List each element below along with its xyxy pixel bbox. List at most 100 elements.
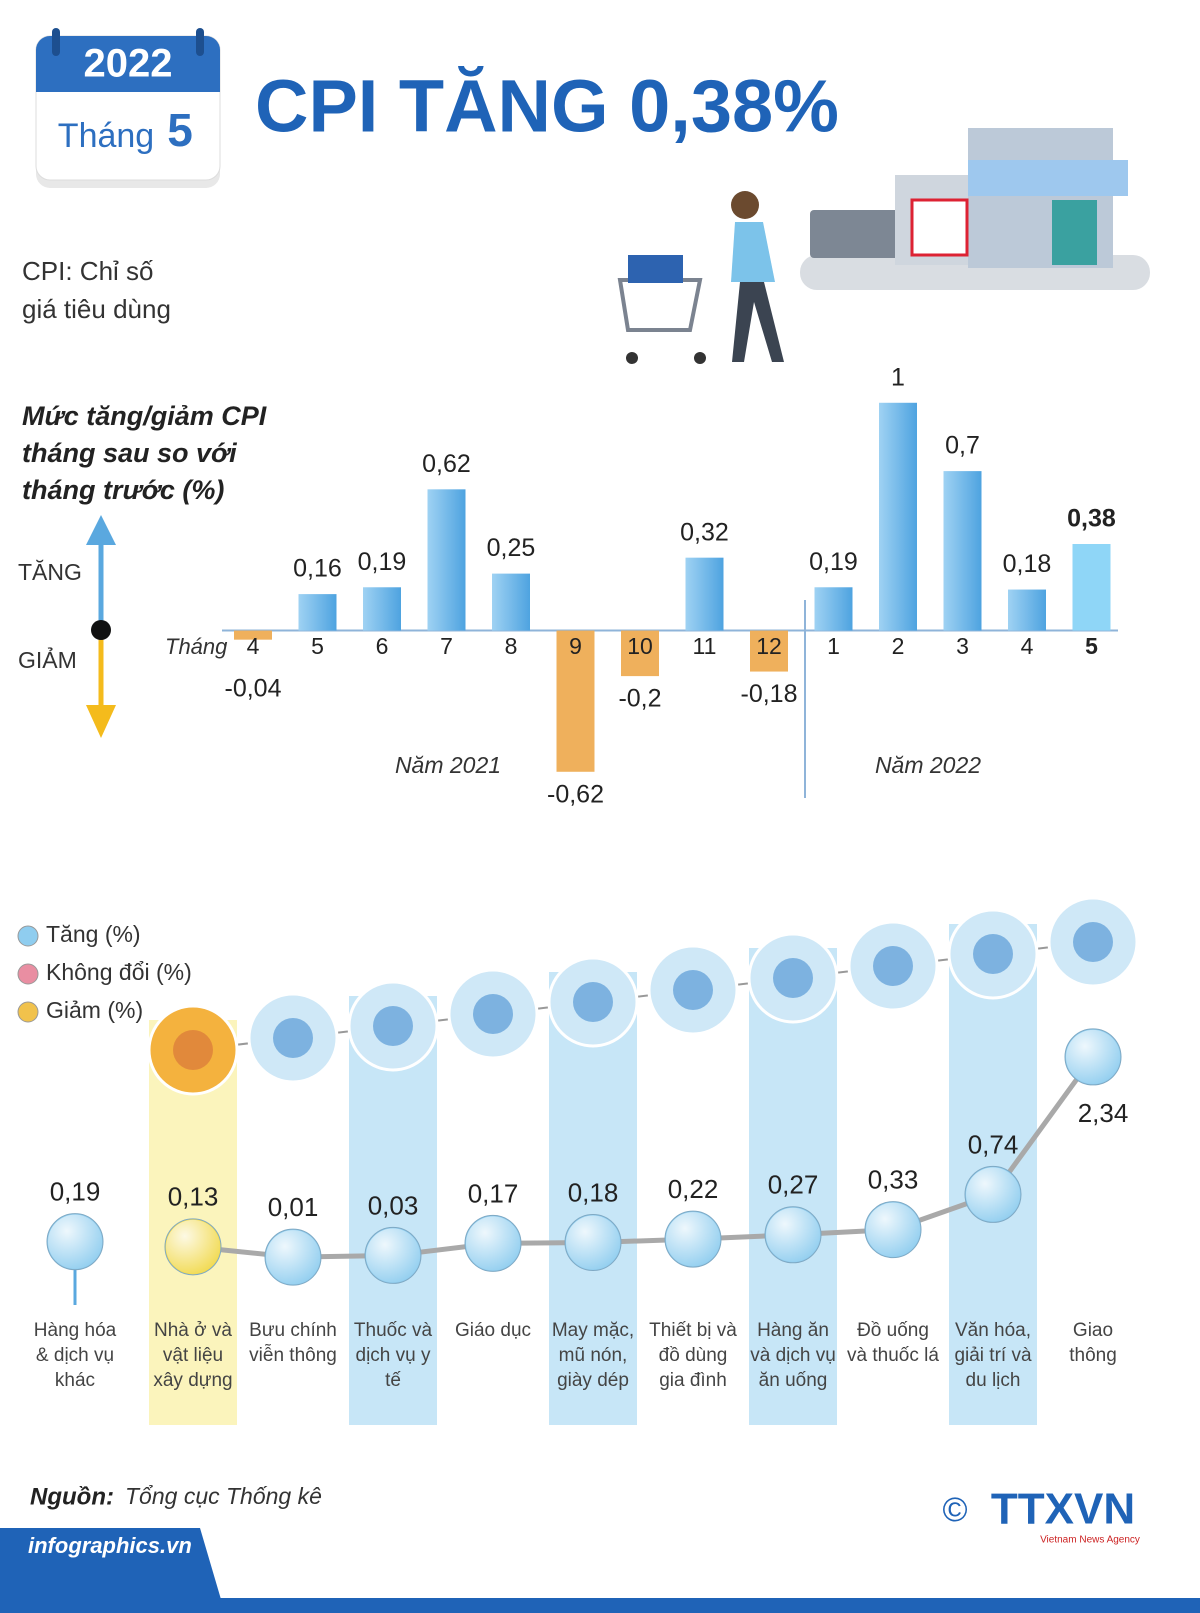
legend-marker	[17, 1001, 39, 1023]
agency-sub: Vietnam News Agency	[1040, 1535, 1140, 1546]
value-label: 0,74	[968, 1129, 1019, 1159]
point-shine	[366, 1228, 420, 1283]
value-label: 0,19	[50, 1177, 101, 1207]
calendar-band	[36, 36, 220, 92]
chart-title: Mức tăng/giảm CPI	[22, 401, 267, 431]
category-icon-inner	[773, 958, 813, 998]
point-shine	[266, 1230, 320, 1285]
line-connector	[192, 1055, 1096, 1260]
bar	[1072, 544, 1111, 631]
bar	[234, 630, 272, 640]
x-tick-label: 10	[627, 633, 653, 659]
legend-label: Tăng (%)	[46, 921, 141, 947]
footer-line	[0, 1598, 1200, 1613]
point-shine	[1066, 1029, 1120, 1084]
value-label: 0,22	[668, 1174, 719, 1204]
column-band	[749, 948, 837, 1425]
website: infographics.vn	[28, 1533, 192, 1558]
bar	[363, 587, 401, 631]
calendar-ring	[196, 28, 204, 56]
value-label: 0,01	[268, 1192, 319, 1222]
value-label: 0,03	[368, 1190, 419, 1220]
value-label: 0,18	[568, 1177, 619, 1207]
category-icon-inner	[473, 994, 513, 1034]
value-label: -0,2	[618, 685, 661, 713]
x-tick-label: 2	[892, 633, 905, 659]
value-label: 0,19	[358, 548, 407, 576]
category-icon-inner	[873, 946, 913, 986]
value-label: 0,62	[422, 450, 471, 478]
up-label: TĂNG	[18, 559, 82, 585]
x-tick-label: 8	[505, 633, 518, 659]
category-label: Văn hóa, giải trí và du lịch	[954, 1320, 1032, 1391]
x-tick-label: 12	[756, 633, 782, 659]
agency: TTXVN	[991, 1485, 1135, 1534]
x-tick-label: 3	[956, 633, 969, 659]
value-label: 2,34	[1078, 1098, 1129, 1128]
bar	[879, 402, 917, 631]
definition: CPI: Chỉ số	[22, 256, 154, 286]
x-tick-label: 6	[376, 633, 389, 659]
value-label: 0,7	[945, 432, 980, 460]
icon-connector	[192, 941, 1094, 1051]
x-tick-label: 7	[440, 633, 453, 659]
bar	[621, 630, 659, 677]
legend-marker	[17, 963, 39, 985]
value-label: 0,32	[680, 518, 729, 546]
x-tick-label: 4	[1021, 633, 1034, 659]
year: 2022	[84, 42, 173, 86]
category-icon-inner	[273, 1018, 313, 1058]
x-tick-label: 5	[311, 633, 324, 659]
x-tick-label: 1	[827, 633, 840, 659]
source-label: Nguồn:	[30, 1483, 114, 1510]
category-icon-inner	[1073, 922, 1113, 962]
main-title: CPI TĂNG 0,38%	[255, 65, 839, 148]
copyright: ©	[942, 1491, 967, 1529]
calendar-ring	[52, 28, 60, 56]
month: 5	[167, 104, 193, 156]
year-label: Năm 2022	[875, 752, 981, 778]
bar	[492, 573, 530, 631]
value-label: 0,19	[809, 548, 858, 576]
point-shine	[466, 1216, 520, 1271]
month-label: Tháng	[58, 117, 154, 155]
point-shine	[966, 1167, 1020, 1222]
category-label: Thiết bị và đồ dùng gia đình	[649, 1320, 737, 1391]
category-label: Thuốc và dịch vụ y tế	[353, 1320, 433, 1391]
bar	[814, 587, 853, 631]
category-label: Đồ uống và thuốc lá	[847, 1320, 939, 1366]
category-label: Bưu chính viễn thông	[249, 1320, 337, 1366]
x-label: Tháng	[165, 634, 228, 659]
chart-title: tháng sau so với	[22, 438, 237, 468]
category-icon-inner	[373, 1006, 413, 1046]
category-icon-inner	[673, 970, 713, 1010]
chart-title: tháng trước (%)	[22, 475, 224, 505]
up-arrow-head	[86, 515, 116, 545]
source: Tổng cục Thống kê	[125, 1483, 322, 1509]
category-label: May mặc, mũ nón, giày dép	[551, 1320, 635, 1391]
legend-marker	[17, 925, 39, 947]
bar	[427, 489, 466, 631]
point-shine	[666, 1212, 720, 1267]
x-tick-label: 9	[569, 633, 582, 659]
point-shine	[166, 1219, 220, 1274]
category-label: Hàng ăn và dịch vụ ăn uống	[750, 1320, 836, 1391]
x-tick-label: 4	[247, 633, 260, 659]
value-label: 0,38	[1067, 505, 1116, 533]
value-label: 1	[891, 363, 905, 391]
x-tick-label: 5	[1085, 633, 1098, 659]
illustration	[617, 128, 1150, 364]
category-label: Nhà ở và vật liệu xây dựng	[153, 1320, 233, 1391]
category-label: Hàng hóa & dịch vụ khác	[33, 1320, 117, 1391]
origin-dot	[91, 620, 111, 640]
value-label: 0,17	[468, 1178, 519, 1208]
definition: giá tiêu dùng	[22, 294, 171, 324]
value-label: 0,27	[768, 1170, 819, 1200]
bar	[298, 594, 337, 631]
category-icon-inner	[173, 1030, 213, 1070]
x-tick-label: 11	[693, 633, 717, 659]
category-label: Giao thông	[1069, 1320, 1117, 1366]
value-label: 0,16	[293, 555, 342, 583]
